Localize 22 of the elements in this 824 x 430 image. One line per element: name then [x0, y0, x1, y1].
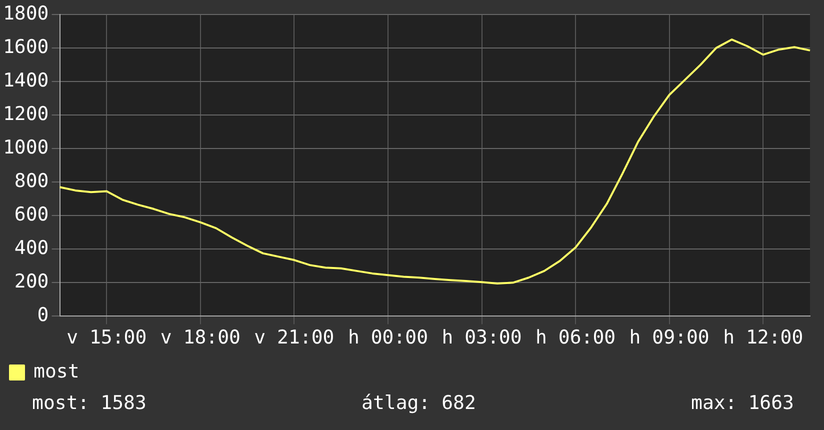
text: max: 1663: [691, 392, 794, 414]
x-tick-label: h 06:00: [536, 326, 616, 349]
y-tick-label: 600: [14, 204, 49, 226]
x-tick-label: v 18:00: [160, 326, 240, 349]
y-tick-label: 800: [14, 170, 49, 192]
y-tick-label: 0: [37, 304, 49, 326]
x-tick-label: h 00:00: [348, 326, 428, 349]
x-tick-label: h 09:00: [629, 326, 710, 349]
y-tick-label: 400: [14, 237, 49, 260]
text: átlag: 682: [362, 392, 476, 414]
y-tick-label: 1600: [2, 36, 49, 58]
text: most: 1583: [32, 392, 146, 414]
y-tick-label: 1200: [2, 102, 49, 125]
y-tick-label: 200: [14, 270, 49, 293]
y-tick-label: 1800: [2, 2, 49, 24]
x-tick-label: h 12:00: [723, 326, 804, 349]
x-tick-label: h 03:00: [442, 326, 522, 349]
legend-label: most: [34, 360, 80, 382]
y-tick-label: 1400: [2, 69, 49, 92]
y-tick-label: 1000: [2, 136, 49, 158]
x-tick-label: v 15:00: [66, 326, 147, 349]
x-tick-label: v 21:00: [254, 326, 334, 349]
